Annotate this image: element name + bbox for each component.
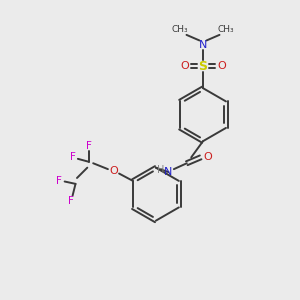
Text: F: F xyxy=(86,141,92,151)
Text: S: S xyxy=(199,60,208,73)
Text: N: N xyxy=(199,40,207,50)
Text: O: O xyxy=(203,152,212,162)
Text: N: N xyxy=(164,167,173,177)
Text: O: O xyxy=(180,61,189,71)
Text: H: H xyxy=(157,165,164,175)
Text: F: F xyxy=(70,152,76,162)
Text: CH₃: CH₃ xyxy=(172,25,188,34)
Text: F: F xyxy=(68,196,74,206)
Text: F: F xyxy=(56,176,62,186)
Text: O: O xyxy=(110,166,118,176)
Text: O: O xyxy=(217,61,226,71)
Text: CH₃: CH₃ xyxy=(218,25,234,34)
